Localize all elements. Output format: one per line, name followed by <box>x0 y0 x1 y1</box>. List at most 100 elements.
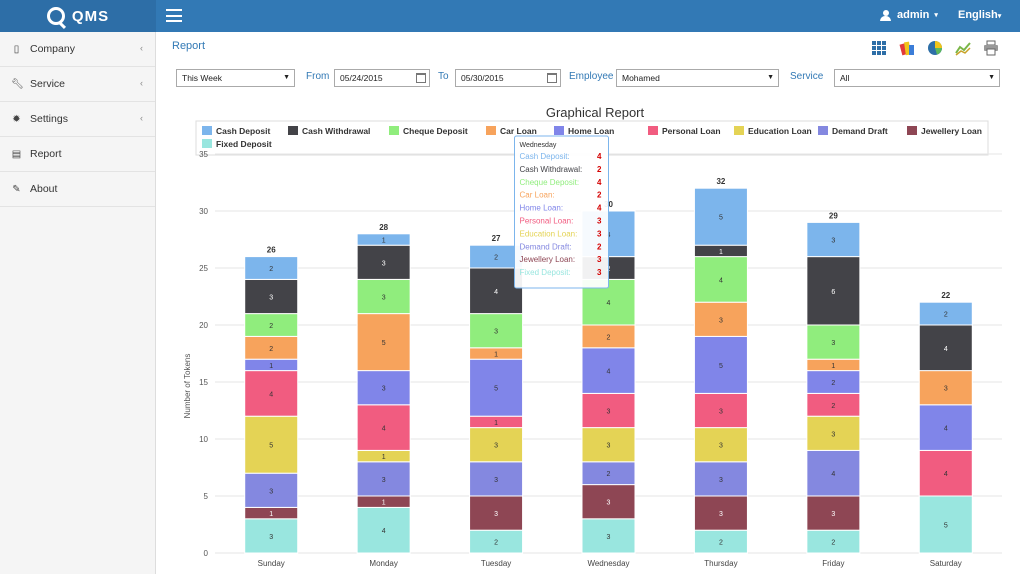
legend-item[interactable]: Cheque Deposit <box>403 126 468 136</box>
bar-segment[interactable] <box>356 278 411 315</box>
sidebar-item-report[interactable]: ▤ Report <box>0 137 155 172</box>
bar-segment-label: 1 <box>831 363 835 370</box>
bar-segment[interactable] <box>693 335 748 394</box>
bar-segment[interactable] <box>244 278 299 315</box>
bar-segment[interactable] <box>693 392 748 429</box>
legend-swatch[interactable] <box>818 126 828 135</box>
sidebar-item-service[interactable]: 🔧︎ Service ‹ <box>0 67 155 102</box>
to-date-input[interactable]: 05/30/2015 <box>455 69 561 87</box>
bar-segment-label: 3 <box>607 443 611 450</box>
logo-text: QMS <box>71 7 110 25</box>
bar-segment[interactable] <box>806 449 861 497</box>
legend-item[interactable]: Cash Withdrawal <box>302 126 370 136</box>
bar-segment[interactable] <box>918 324 973 372</box>
bar-segment-label: 4 <box>831 471 835 478</box>
legend-swatch[interactable] <box>907 126 917 135</box>
bar-segment-label: 3 <box>269 295 273 302</box>
bar-segment[interactable] <box>244 370 299 417</box>
grid-icon[interactable] <box>871 40 887 56</box>
employee-select[interactable]: Mohamed ▼ <box>616 69 779 87</box>
bar-segment-label: 4 <box>607 369 611 376</box>
legend-item[interactable]: Jewellery Loan <box>921 126 982 136</box>
bar-segment[interactable] <box>806 324 861 360</box>
bar-total-label: 32 <box>716 177 725 186</box>
bar-segment[interactable] <box>356 244 411 280</box>
sidebar-item-about[interactable]: ✎ About <box>0 172 155 207</box>
bar-segment-label: 2 <box>494 540 498 547</box>
service-select[interactable]: All ▼ <box>834 69 1000 87</box>
legend-item[interactable]: Fixed Deposit <box>216 139 272 149</box>
period-select[interactable]: This Week ▼ <box>176 69 295 87</box>
bar-segment[interactable] <box>693 495 748 531</box>
bar-segment[interactable] <box>693 256 748 303</box>
legend-swatch[interactable] <box>288 126 298 135</box>
bar-segment[interactable] <box>469 267 524 315</box>
tooltip-row-value: 2 <box>597 165 602 174</box>
caret-down-icon: ▼ <box>767 74 774 81</box>
bar-segment[interactable] <box>693 187 748 246</box>
tooltip-row-label: Fixed Deposit: <box>520 268 571 277</box>
bar-segment[interactable] <box>918 404 973 451</box>
bar-segment[interactable] <box>356 404 411 451</box>
legend-swatch[interactable] <box>486 126 496 135</box>
calendar-icon[interactable] <box>416 73 426 83</box>
legend-swatch[interactable] <box>202 139 212 148</box>
bar-segment[interactable] <box>918 449 973 497</box>
language-menu[interactable]: English▾ <box>958 9 1001 21</box>
sidebar-item-company[interactable]: ▯ Company ‹ <box>0 32 155 67</box>
bar-segment-label: 5 <box>494 386 498 393</box>
bar-segment[interactable] <box>469 461 524 497</box>
bar-segment[interactable] <box>244 472 299 508</box>
print-icon[interactable] <box>983 40 999 56</box>
bar-segment[interactable] <box>244 415 299 474</box>
sidebar-item-settings[interactable]: ✹ Settings ‹ <box>0 102 155 137</box>
bar-segment[interactable] <box>806 495 861 531</box>
bar-chart-icon[interactable] <box>899 40 915 56</box>
legend-item[interactable]: Home Loan <box>568 126 614 136</box>
bar-segment[interactable] <box>693 461 748 497</box>
bar-segment[interactable] <box>356 233 411 246</box>
bar-segment-label: 2 <box>719 540 723 547</box>
legend-item[interactable]: Personal Loan <box>662 126 721 136</box>
legend-swatch[interactable] <box>554 126 564 135</box>
user-icon <box>880 9 891 21</box>
line-chart-icon[interactable] <box>955 40 971 56</box>
app-logo[interactable]: QMS <box>0 0 156 32</box>
legend-item[interactable]: Education Loan <box>748 126 812 136</box>
bar-segment-label: 4 <box>944 426 948 433</box>
bar-segment-label: 1 <box>382 454 386 461</box>
breadcrumb[interactable]: Report <box>172 40 206 52</box>
bar-segment[interactable] <box>581 484 636 520</box>
bar-segment[interactable] <box>469 495 524 531</box>
tooltip-row-value: 3 <box>597 255 602 264</box>
legend-item[interactable]: Car Loan <box>500 126 537 136</box>
bar-segment-label: 3 <box>944 386 948 393</box>
bar-segment[interactable] <box>356 461 411 497</box>
bar-segment[interactable] <box>356 370 411 406</box>
bar-segment[interactable] <box>806 256 861 326</box>
bar-segment[interactable] <box>469 358 524 417</box>
legend-swatch[interactable] <box>648 126 658 135</box>
bar-segment[interactable] <box>244 256 299 280</box>
bar-segment[interactable] <box>469 313 524 349</box>
bar-segment[interactable] <box>356 506 411 554</box>
legend-swatch[interactable] <box>389 126 399 135</box>
x-tick-label: Tuesday <box>481 559 511 568</box>
stacked-bar-chart: Graphical Report Cash Deposit Cash Withdr… <box>183 105 1002 568</box>
legend-item[interactable]: Cash Deposit <box>216 126 270 136</box>
pie-chart-icon[interactable] <box>927 40 943 56</box>
calendar-icon[interactable] <box>547 73 557 83</box>
top-navbar: QMS admin ▾ English▾ <box>0 0 1020 32</box>
bar-segment[interactable] <box>244 518 299 554</box>
bar-segment[interactable] <box>918 301 973 326</box>
user-menu[interactable]: admin ▾ <box>880 9 938 21</box>
legend-swatch[interactable] <box>202 126 212 135</box>
legend-swatch[interactable] <box>734 126 744 135</box>
bar-segment[interactable] <box>806 221 861 258</box>
bar-segment[interactable] <box>693 427 748 463</box>
bar-segment[interactable] <box>469 427 524 463</box>
menu-toggle-icon[interactable] <box>166 9 182 22</box>
from-date-input[interactable]: 05/24/2015 <box>334 69 430 87</box>
legend-item[interactable]: Demand Draft <box>832 126 888 136</box>
x-axis-labels: Sunday Monday Tuesday Wednesday Thursday Frid… <box>258 559 962 568</box>
